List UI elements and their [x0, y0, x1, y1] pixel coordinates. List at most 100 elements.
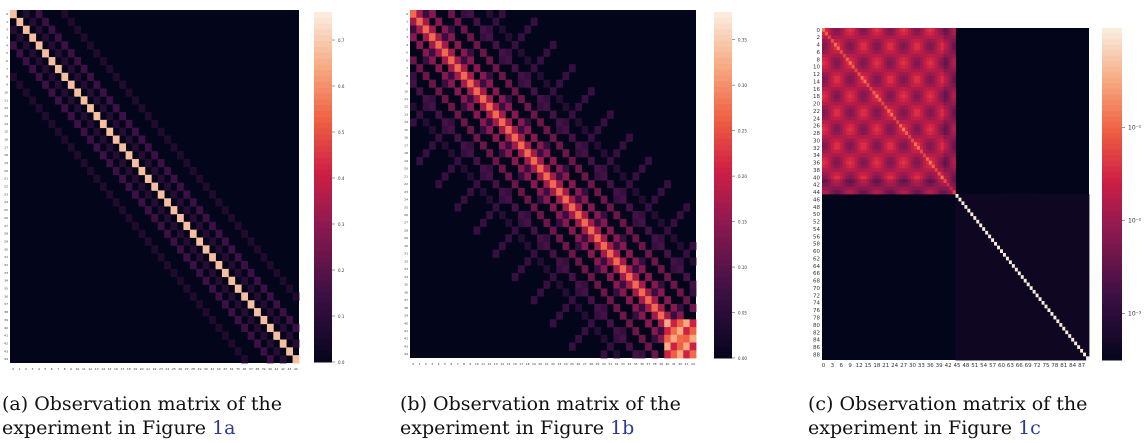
heatmap-cell [1029, 201, 1034, 206]
heatmap-cell [976, 275, 980, 280]
heatmap-cell [940, 79, 945, 84]
heatmap-cell [860, 149, 864, 154]
heatmap-cell [422, 25, 430, 34]
heatmap-cell [851, 42, 856, 47]
heatmap-cell [581, 242, 589, 251]
heatmap-cell [887, 142, 891, 147]
heatmap-cell [919, 138, 924, 143]
heatmap-cell [851, 120, 856, 125]
heatmap-cell [928, 57, 933, 62]
heatmap-cell [899, 138, 903, 143]
heatmap-cell [982, 293, 986, 298]
heatmap-cell [435, 180, 443, 189]
heatmap-cell [905, 168, 909, 173]
heatmap-cell [1044, 223, 1048, 228]
heatmap-cell [689, 342, 697, 351]
colorbar-segment [714, 213, 732, 221]
heatmap-cell [893, 53, 897, 58]
heatmap-cell [869, 153, 873, 158]
heatmap-cell [985, 264, 989, 269]
heatmap-cell [872, 171, 876, 176]
heatmap-cell [985, 330, 989, 335]
heatmap-cell [292, 355, 300, 364]
heatmap-cell [1023, 289, 1028, 294]
y-tick-label: 13 [4, 114, 8, 118]
heatmap-cell [524, 118, 532, 127]
heatmap-cell [955, 241, 959, 247]
heatmap-cell [845, 112, 850, 117]
heatmap-cell [997, 293, 1001, 298]
heatmap-cell [1083, 238, 1087, 243]
heatmap-cell [952, 186, 956, 191]
heatmap-cell [1062, 205, 1066, 210]
heatmap-cell [952, 94, 956, 99]
heatmap-cell [1005, 334, 1010, 339]
heatmap-cell [851, 109, 856, 114]
heatmap-cell [952, 87, 956, 92]
heatmap-cell [1023, 312, 1028, 317]
heatmap-cell [893, 131, 897, 136]
heatmap-cell [991, 278, 995, 283]
heatmap-cell [839, 127, 844, 132]
heatmap-cell [961, 253, 965, 258]
heatmap-cell [976, 208, 980, 213]
heatmap-cell [228, 261, 236, 270]
heatmap-cell [931, 75, 936, 81]
heatmap-cell [1086, 286, 1090, 291]
heatmap-cell [511, 272, 519, 282]
heatmap-cell [860, 105, 864, 110]
heatmap-cell [934, 79, 939, 84]
heatmap-cell [670, 257, 678, 266]
heatmap-cell [664, 296, 671, 305]
heatmap-cell [157, 253, 165, 262]
heatmap-cell [937, 57, 942, 62]
caption-a-ref[interactable]: 1a [212, 417, 236, 439]
x-tick-label: 6 [51, 367, 53, 371]
heatmap-cell [164, 182, 171, 191]
heatmap-cell [1077, 197, 1081, 202]
heatmap-cell [830, 146, 835, 151]
heatmap-cell [958, 282, 962, 287]
heatmap-cell [922, 75, 927, 81]
heatmap-cell [893, 94, 897, 99]
heatmap-cell [645, 303, 652, 312]
heatmap-cell [970, 289, 974, 294]
heatmap-cell [1000, 323, 1004, 328]
heatmap-cell [946, 153, 950, 158]
heatmap-cell [1044, 208, 1048, 213]
heatmap-cell [836, 83, 841, 88]
heatmap-cell [994, 323, 998, 328]
heatmap-cell [952, 68, 956, 73]
heatmap-cell [997, 278, 1001, 283]
caption-b-ref[interactable]: 1b [610, 417, 635, 439]
heatmap-cell [994, 282, 998, 287]
heatmap-cell [925, 53, 930, 58]
heatmap-cell [908, 134, 912, 140]
heatmap-cell [922, 31, 927, 36]
heatmap-cell [970, 223, 974, 228]
heatmap-cell [830, 72, 835, 77]
heatmap-cell [949, 146, 953, 151]
heatmap-cell [619, 272, 627, 282]
heatmap-cell [979, 245, 983, 250]
heatmap-cell [1029, 238, 1034, 243]
heatmap-cell [905, 179, 909, 184]
heatmap-cell [80, 80, 88, 89]
heatmap-cell [934, 142, 939, 147]
heatmap-cell [279, 308, 287, 317]
heatmap-cell [1041, 293, 1045, 298]
heatmap-cell [1080, 212, 1084, 217]
heatmap-cell [575, 234, 582, 243]
colorbar-segment [314, 332, 332, 340]
heatmap-cell [919, 153, 924, 158]
heatmap-cell [209, 190, 216, 199]
heatmap-cell [537, 56, 544, 65]
heatmap-cell [976, 194, 980, 199]
heatmap-cell [600, 303, 608, 312]
heatmap-cell [958, 197, 962, 202]
heatmap-cell [940, 53, 945, 58]
heatmap-cell [916, 116, 921, 121]
heatmap-cell [467, 102, 474, 111]
heatmap-cell [568, 180, 576, 189]
heatmap-cell [991, 286, 995, 291]
